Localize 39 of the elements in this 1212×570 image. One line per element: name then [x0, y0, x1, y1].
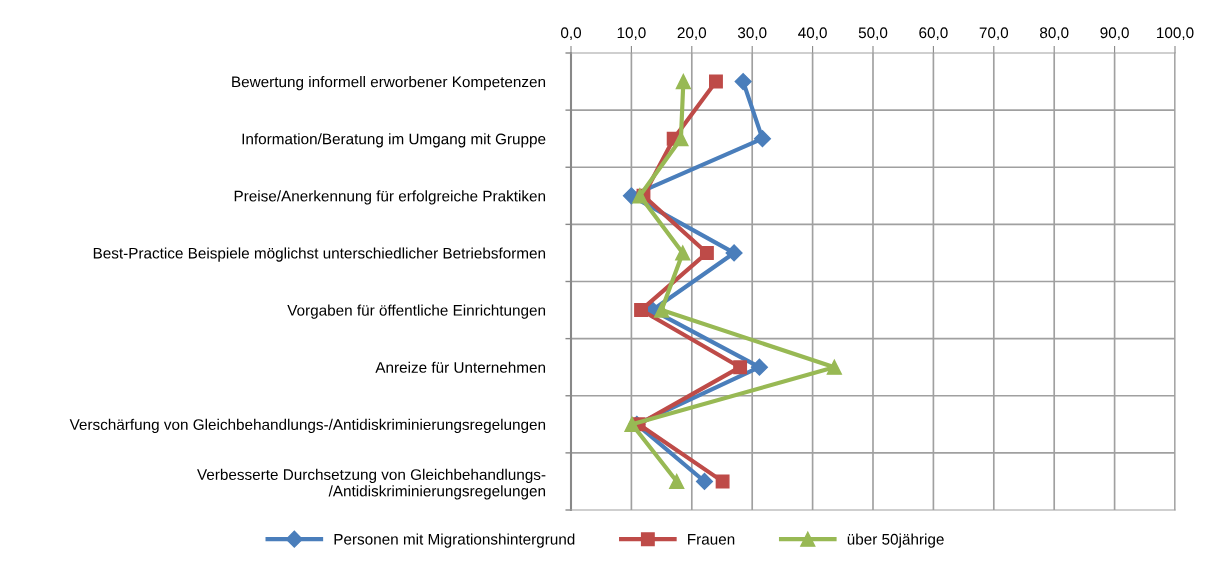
point	[632, 188, 648, 204]
x-tick-label: 50,0	[858, 27, 888, 40]
point	[695, 472, 714, 490]
x-tick-label: 70,0	[979, 27, 1009, 40]
x-tick-label: 0,0	[560, 27, 582, 40]
x-tick-label: 80,0	[1040, 27, 1069, 40]
y-tick-label: Anreize für Unternehmen	[375, 361, 546, 373]
x-tick-label: 20,0	[677, 27, 707, 40]
point	[675, 73, 691, 90]
point	[675, 245, 691, 261]
legend-label: über 50jährige	[847, 533, 944, 548]
point	[715, 474, 730, 489]
point	[733, 360, 748, 375]
y-tick-label: Verschärfung von Gleichbehandlungs-/Antidiskriminierungsregelungen	[69, 418, 546, 434]
x-tick-label: 60,0	[919, 27, 948, 40]
y-tick-label: Best-Practice Beispiele möglichst unterschiedlicher Betriebsformen	[93, 247, 546, 262]
x-tick-label: 40,0	[798, 27, 827, 40]
point	[826, 359, 842, 375]
point	[699, 245, 714, 260]
y-tick-label: Vorgaben für öffentliche Einrichtungen	[287, 304, 546, 319]
point	[725, 244, 743, 262]
point	[653, 302, 670, 318]
x-tick-label: 90,0	[1100, 27, 1129, 40]
point	[634, 303, 649, 318]
y-tick-label: Preise/Anerkennung für erfolgreiche Praktiken	[234, 190, 546, 205]
x-tick-label: 100,0	[1157, 27, 1194, 40]
point	[624, 416, 640, 432]
point	[750, 358, 769, 376]
y-tick-label: Verbesserte Durchsetzung von Gleichbehandlungs- /Antidiskriminierungsregelungen	[197, 468, 546, 500]
point	[753, 130, 772, 148]
x-tick-label: 30,0	[737, 27, 767, 40]
point	[669, 473, 685, 490]
y-tick-label: Information/Beratung im Umgang mit Gruppe	[242, 133, 546, 148]
point	[734, 73, 752, 91]
legend-label: Frauen	[688, 534, 735, 545]
x-tick-label: 10,0	[617, 27, 646, 40]
y-tick-label: Bewertung informell erworbener Kompetenzen	[232, 76, 546, 91]
legend-label: Personen mit Migrationshintergrund	[334, 533, 575, 548]
point	[709, 74, 723, 89]
